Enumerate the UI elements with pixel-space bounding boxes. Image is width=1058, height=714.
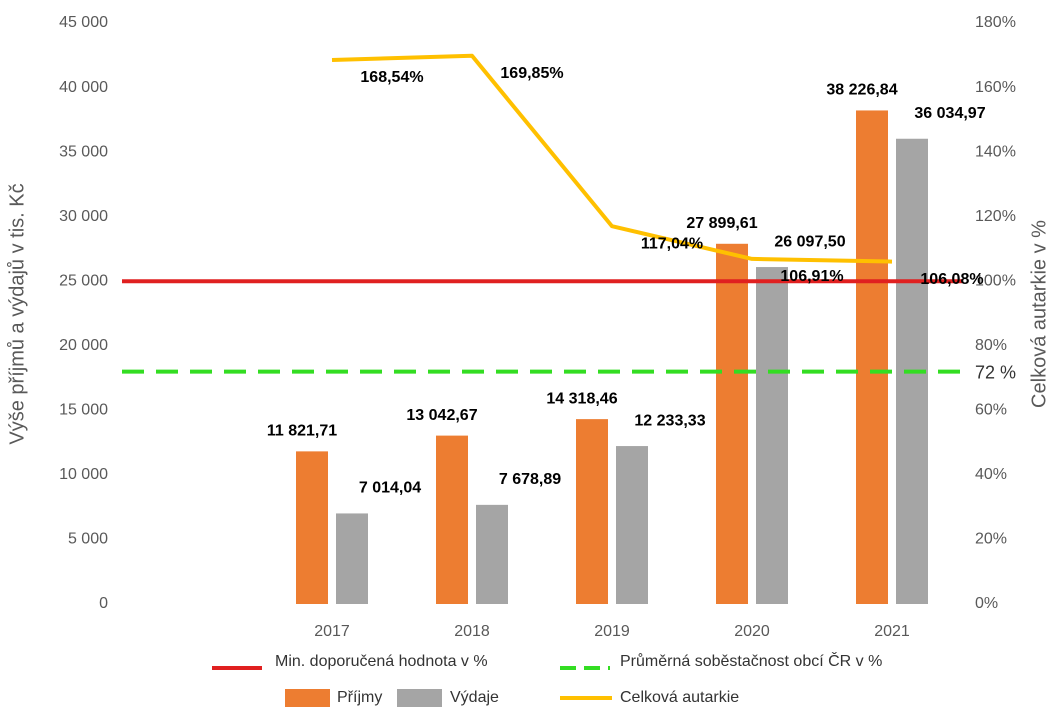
legend-label: Celková autarkie: [620, 689, 739, 706]
legend-label: Příjmy: [337, 689, 382, 706]
y2-tick-label: 160%: [975, 79, 1016, 96]
bar: [856, 110, 888, 604]
data-label: 7 014,04: [359, 480, 421, 497]
x-tick-label: 2018: [454, 623, 490, 640]
x-tick-label: 2017: [314, 623, 350, 640]
data-label: 106,08%: [920, 271, 983, 288]
y2-axis-label: Celková autarkie v %: [1028, 220, 1050, 408]
y-axis-label: Výše příjmů a výdajů v tis. Kč: [6, 183, 28, 444]
y-tick-label: 25 000: [59, 272, 108, 289]
y-tick-label: 30 000: [59, 208, 108, 225]
y2-tick-label: 140%: [975, 143, 1016, 160]
y2-tick-label: 60%: [975, 402, 1007, 419]
bar: [716, 243, 748, 604]
data-label: 14 318,46: [546, 390, 617, 407]
bar: [336, 513, 368, 604]
bar: [436, 435, 468, 604]
line: [331, 53, 893, 264]
bar: [296, 451, 328, 604]
data-label: 26 097,50: [774, 233, 845, 250]
y2-tick-label: 0%: [975, 595, 998, 612]
y2-tick-label: 80%: [975, 337, 1007, 354]
y-tick-label: 20 000: [59, 337, 108, 354]
y2-tick-label: 40%: [975, 466, 1007, 483]
y-tick-label: 35 000: [59, 143, 108, 160]
data-label: 117,04%: [641, 235, 703, 252]
y-tick-label: 15 000: [59, 402, 108, 419]
legend-label: Výdaje: [450, 689, 499, 706]
data-label: 27 899,61: [686, 215, 757, 232]
data-label: 168,54%: [360, 69, 423, 86]
y-tick-label: 10 000: [59, 466, 108, 483]
data-label: 38 226,84: [826, 82, 897, 99]
legend-swatch: [397, 689, 442, 707]
y2-tick-label: 120%: [975, 208, 1016, 225]
bar: [576, 419, 608, 604]
y2-tick-label: 180%: [975, 14, 1016, 31]
data-label: 169,85%: [500, 65, 563, 82]
legend-swatch: [285, 689, 330, 707]
bar: [476, 504, 508, 604]
y-tick-label: 5 000: [68, 531, 108, 548]
data-label: 106,91%: [780, 268, 843, 285]
x-tick-label: 2019: [594, 623, 630, 640]
y-tick-label: 40 000: [59, 79, 108, 96]
data-label: 7 678,89: [499, 471, 561, 488]
data-label: 36 034,97: [914, 105, 985, 122]
y2-tick-label: 100%: [975, 272, 1016, 289]
legend-label: Min. doporučená hodnota v %: [275, 653, 488, 670]
data-label: 12 233,33: [634, 412, 705, 429]
x-tick-label: 2021: [874, 623, 910, 640]
bar: [616, 446, 648, 604]
data-label: 11 821,71: [267, 423, 337, 440]
reference-label: 72 %: [975, 362, 1016, 382]
legend-label: Průměrná soběstačnost obcí ČR v %: [620, 651, 882, 670]
x-tick-label: 2020: [734, 623, 770, 640]
y-tick-label: 0: [99, 595, 108, 612]
y-tick-label: 45 000: [59, 14, 108, 31]
data-label: 13 042,67: [406, 407, 477, 424]
y2-tick-label: 20%: [975, 531, 1007, 548]
bar: [756, 267, 788, 604]
